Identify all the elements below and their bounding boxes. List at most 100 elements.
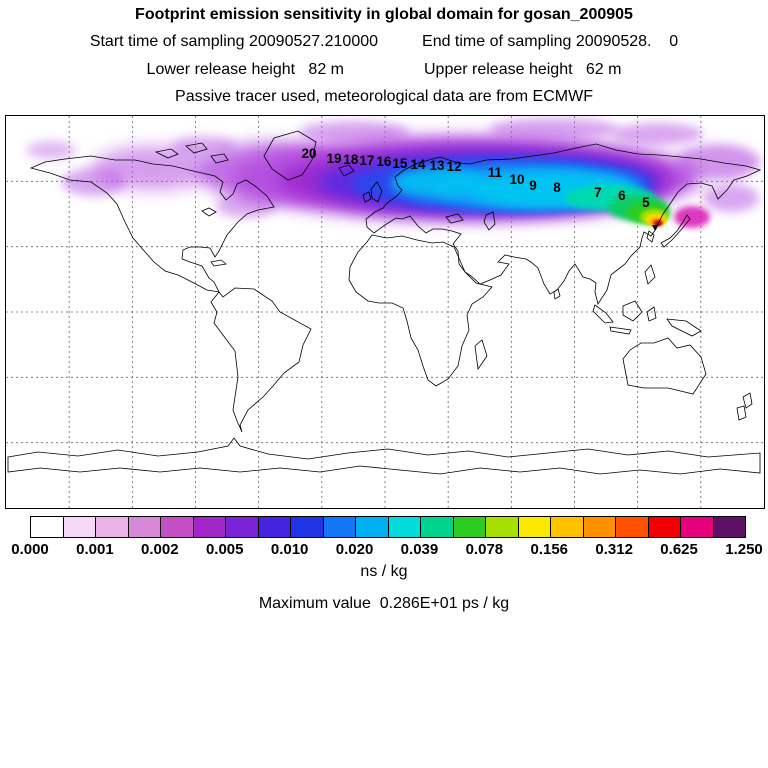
colorbar-cell-11 bbox=[387, 517, 420, 537]
colorbar-tick-1.250: 1.250 bbox=[725, 541, 763, 558]
colorbar-cell-20 bbox=[680, 517, 713, 537]
plume-violet-patch3 bbox=[26, 141, 76, 159]
colorbar-tick-0.010: 0.010 bbox=[270, 541, 309, 558]
colorbar bbox=[30, 516, 746, 538]
coastline-greenland bbox=[263, 130, 317, 181]
start-time-text: Start time of sampling 20090527.210000 bbox=[89, 33, 379, 50]
colorbar-cell-8 bbox=[290, 517, 323, 537]
trajectory-hour-16: 16 bbox=[376, 154, 392, 169]
trajectory-hour-10: 10 bbox=[510, 172, 525, 187]
sampling-time-line: Start time of sampling 20090527.210000 E… bbox=[0, 33, 768, 51]
coastlines bbox=[7, 130, 762, 475]
world-map-svg: 20 19 18 17 16 15 14 13 12 11 10 9 8 7 6 5 bbox=[6, 116, 764, 508]
upper-release-height-text: Upper release height 62 m bbox=[424, 61, 622, 78]
coastline-sumatra bbox=[592, 304, 614, 324]
plume-cyan-europe bbox=[392, 168, 484, 196]
trajectory-hour-6: 6 bbox=[618, 188, 626, 203]
colorbar-tick-0.002: 0.002 bbox=[141, 541, 179, 558]
plume-violet-arctic2 bbox=[489, 118, 619, 140]
plume-violet-patch4 bbox=[703, 184, 759, 212]
coastline-iceland bbox=[338, 164, 355, 177]
coastline-arctic-island-3 bbox=[210, 153, 229, 164]
coastline-arctic-island-1 bbox=[154, 148, 179, 159]
coastline-arctic-island-2 bbox=[185, 142, 208, 154]
coastline-ireland bbox=[362, 191, 372, 203]
colorbar-cell-5 bbox=[192, 517, 225, 537]
colorbar-tick-0.156: 0.156 bbox=[530, 541, 569, 558]
plume-violet-patch bbox=[62, 168, 126, 196]
coastline-new-zealand-south bbox=[736, 405, 747, 421]
trajectory-hour-7: 7 bbox=[594, 185, 602, 200]
colorbar-tick-0.000: 0.000 bbox=[11, 541, 49, 558]
trajectory-hour-9: 9 bbox=[529, 178, 537, 193]
colorbar-cell-9 bbox=[322, 517, 355, 537]
colorbar-tick-0.312: 0.312 bbox=[595, 541, 633, 558]
trajectory-hour-18: 18 bbox=[343, 152, 359, 167]
lower-release-height-text: Lower release height 82 m bbox=[146, 61, 344, 78]
plume-magenta-east bbox=[674, 206, 710, 228]
coastline-madagascar bbox=[474, 339, 488, 371]
trajectory-hour-5: 5 bbox=[642, 195, 650, 210]
coastline-caspian-sea bbox=[483, 211, 496, 231]
trajectory-hour-8: 8 bbox=[553, 180, 561, 195]
colorbar-cell-3 bbox=[127, 517, 160, 537]
coastline-sulawesi bbox=[646, 306, 657, 322]
colorbar-cell-7 bbox=[257, 517, 290, 537]
coastline-korea bbox=[646, 230, 655, 243]
colorbar-cell-4 bbox=[160, 517, 193, 537]
plume-violet-arctic3 bbox=[613, 123, 703, 145]
colorbar-cell-10 bbox=[355, 517, 388, 537]
colorbar-cell-18 bbox=[615, 517, 648, 537]
coastline-black-sea bbox=[445, 213, 464, 224]
end-time-text: End time of sampling 20090528. 0 bbox=[422, 33, 679, 50]
coastline-antarctica bbox=[7, 437, 761, 475]
coastline-borneo bbox=[622, 300, 643, 322]
colorbar-cell-17 bbox=[582, 517, 615, 537]
colorbar-cell-12 bbox=[420, 517, 453, 537]
colorbar-cell-14 bbox=[485, 517, 518, 537]
max-value-label: Maximum value 0.286E+01 ps / kg bbox=[258, 595, 510, 612]
trajectory-hour-15: 15 bbox=[392, 156, 408, 171]
coastline-java bbox=[609, 326, 632, 335]
coastline-japan bbox=[660, 214, 691, 248]
tracer-info-line: Passive tracer used, meteorological data… bbox=[175, 88, 593, 105]
colorbar-cell-15 bbox=[517, 517, 550, 537]
colorbar-cell-6 bbox=[225, 517, 258, 537]
coastline-eurasia bbox=[365, 143, 762, 305]
coastline-great-britain bbox=[370, 181, 383, 203]
colorbar-tick-0.005: 0.005 bbox=[205, 541, 244, 558]
trajectory-hour-12: 12 bbox=[447, 159, 462, 174]
coastline-sri-lanka bbox=[553, 288, 561, 300]
plume-violet-arctic1 bbox=[299, 121, 409, 143]
trajectory-hour-13: 13 bbox=[429, 158, 445, 173]
colorbar-cell-2 bbox=[95, 517, 128, 537]
colorbar-cell-21 bbox=[712, 517, 745, 537]
trajectory-hour-17: 17 bbox=[359, 153, 374, 168]
coastline-great-lakes bbox=[201, 207, 217, 217]
colorbar-tick-0.078: 0.078 bbox=[465, 541, 504, 558]
coastline-north-america bbox=[29, 155, 275, 293]
plume-violet-patch5 bbox=[216, 194, 276, 218]
trajectory-hour-labels: 20 19 18 17 16 15 14 13 12 11 10 9 8 7 6 5 bbox=[301, 146, 650, 210]
colorbar-cell-13 bbox=[452, 517, 485, 537]
trajectory-hour-14: 14 bbox=[411, 157, 427, 172]
emission-plume bbox=[26, 118, 760, 228]
colorbar-tick-0.001: 0.001 bbox=[76, 541, 114, 558]
colorbar-tick-0.020: 0.020 bbox=[335, 541, 374, 558]
coastline-south-america bbox=[210, 287, 312, 433]
trajectory-hour-19: 19 bbox=[327, 151, 342, 166]
release-height-line: Lower release height 82 m Upper release … bbox=[0, 61, 768, 79]
colorbar-tick-0.039: 0.039 bbox=[400, 541, 439, 558]
trajectory-hour-20: 20 bbox=[301, 146, 316, 161]
coastline-africa bbox=[348, 234, 493, 387]
colorbar-cell-1 bbox=[62, 517, 95, 537]
coastline-new-zealand-north bbox=[742, 392, 753, 409]
world-map-panel: 20 19 18 17 16 15 14 13 12 11 10 9 8 7 6 5 bbox=[5, 115, 765, 509]
receptor-marker bbox=[652, 225, 658, 231]
coastline-new-guinea bbox=[666, 318, 702, 337]
coastline-philippines bbox=[644, 264, 656, 285]
colorbar-units-label: ns / kg bbox=[360, 563, 408, 580]
coastline-australia bbox=[622, 337, 707, 395]
trajectory-hour-11: 11 bbox=[488, 165, 503, 180]
colorbar-cell-19 bbox=[647, 517, 680, 537]
